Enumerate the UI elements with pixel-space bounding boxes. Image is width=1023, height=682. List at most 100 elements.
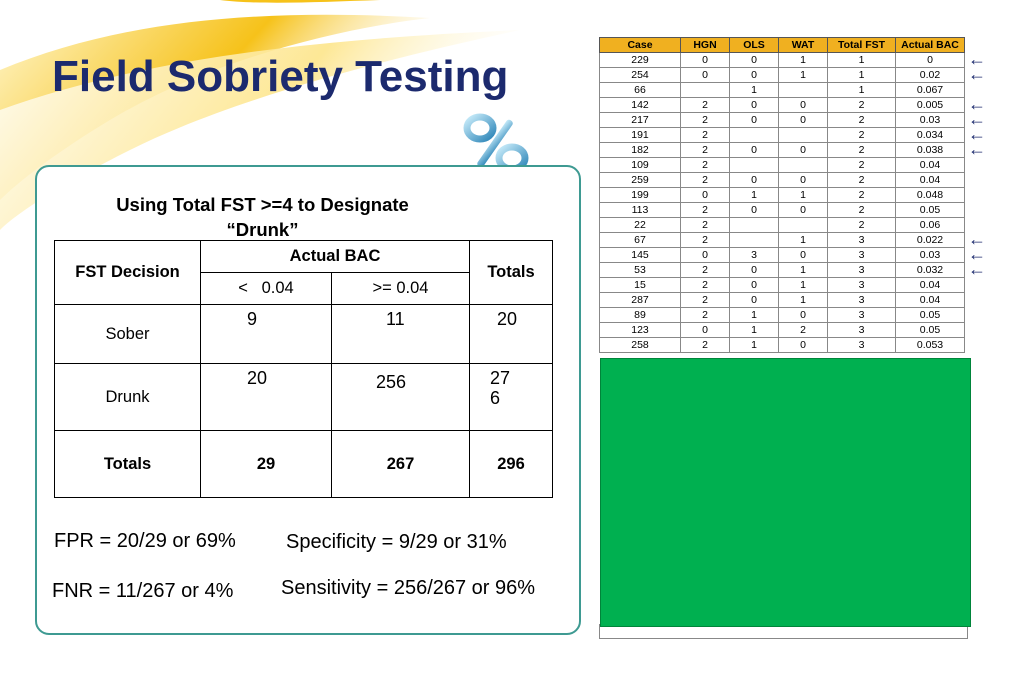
grid-cell [778,127,828,143]
grid-cell: 113 [599,202,681,218]
grid-cell: 0.05 [895,202,965,218]
grid-row: 191 2 2 0.034 [599,127,965,143]
grid-cell: 0.03 [895,112,965,128]
grid-row: 254 0 0 1 1 0.02 [599,67,965,83]
grid-cell: 2 [680,157,730,173]
grid-cell: 0 [778,97,828,113]
grid-cell: 89 [599,307,681,323]
grid-cell: 1 [778,292,828,308]
grid-cell: 2 [827,172,896,188]
grid-cell: 1 [729,337,779,353]
grid-row: 217 2 0 0 2 0.03 [599,112,965,128]
grid-cell: 0.03 [895,247,965,263]
grid-cell: 2 [778,322,828,338]
grid-cell: 0.05 [895,322,965,338]
grid-cell: 2 [680,262,730,278]
grid-cell: 1 [778,67,828,83]
grid-cell: 0 [778,307,828,323]
cell-totals-total: 296 [469,430,553,498]
grid-cell: 1 [827,52,896,68]
left-arrow-icon: ← [968,64,986,84]
grid-cell: 3 [827,322,896,338]
fpr-formula: FPR = 20/29 or 69% [54,530,236,552]
grid-cell: 0.032 [895,262,965,278]
grid-cell: 0.04 [895,292,965,308]
grid-cell: 217 [599,112,681,128]
grid-cell: 1 [778,52,828,68]
grid-cell: 3 [827,292,896,308]
grid-cell: 2 [680,127,730,143]
grid-cell: 0 [729,97,779,113]
grid-cell: 0 [729,202,779,218]
grid-cell: 0 [729,142,779,158]
cell-drunk-total-line1: 27 [490,368,511,388]
grid-cell: 2 [827,202,896,218]
grid-cell: 3 [827,262,896,278]
grid-cell [778,217,828,233]
grid-cell: 109 [599,157,681,173]
row-label-totals: Totals [54,430,201,498]
grid-cell: 0.048 [895,187,965,203]
grid-row: 89 2 1 0 3 0.05 [599,307,965,323]
grid-cell [729,217,779,233]
grid-cell: 2 [680,292,730,308]
grid-cell: 0 [895,52,965,68]
cell-totals-ge: 267 [331,430,470,498]
grid-cell: 0 [729,67,779,83]
grid-cell: 3 [827,277,896,293]
specificity-formula: Specificity = 9/29 or 31% [286,531,507,553]
grid-cell: 0 [729,277,779,293]
grid-cell: 3 [729,247,779,263]
grid-cell: 22 [599,217,681,233]
grid-cell: 182 [599,142,681,158]
header-fst-decision: FST Decision [54,240,201,305]
cell-drunk-lt: 20 [200,363,332,431]
grid-cell: 0 [680,52,730,68]
grid-cell: 2 [680,142,730,158]
grid-row: 67 2 1 3 0.022 [599,232,965,248]
case-data-grid: Case HGN OLS WAT Total FST Actual BAC 22… [599,37,965,353]
grid-cell: 0 [778,172,828,188]
grid-cell: 1 [729,322,779,338]
row-label-sober: Sober [54,304,201,364]
left-arrow-icon: ← [968,244,986,264]
grid-row: 182 2 0 0 2 0.038 [599,142,965,158]
grid-cell: 2 [680,307,730,323]
grid-cell: 0.02 [895,67,965,83]
grid-cell: 53 [599,262,681,278]
grid-cell: 1 [729,307,779,323]
grid-row: 66 1 1 0.067 [599,82,965,98]
row-label-drunk: Drunk [54,363,201,431]
grid-cell: 0 [729,172,779,188]
grid-cell: 1 [827,67,896,83]
decorative-swoosh [0,0,520,230]
grid-cell: 0 [729,292,779,308]
grid-row: 259 2 0 0 2 0.04 [599,172,965,188]
grid-header-hgn: HGN [680,37,730,53]
grid-cell: 3 [827,307,896,323]
grid-cell: 67 [599,232,681,248]
grid-cell: 2 [680,172,730,188]
grid-cell: 0.038 [895,142,965,158]
grid-row: 258 2 1 0 3 0.053 [599,337,965,353]
grid-cell [729,127,779,143]
grid-cell: 145 [599,247,681,263]
header-actual-bac: Actual BAC [200,240,470,273]
grid-row: 145 0 3 0 3 0.03 [599,247,965,263]
cell-sober-lt: 9 [200,304,332,364]
grid-cell: 0 [778,247,828,263]
grid-row: 53 2 0 1 3 0.032 [599,262,965,278]
grid-cell: 0 [729,112,779,128]
grid-row: 199 0 1 1 2 0.048 [599,187,965,203]
table-heading-line1: Using Total FST >=4 to Designate [116,194,409,215]
grid-cell: 2 [827,187,896,203]
grid-tail-row [599,624,968,639]
grid-cell: 0 [778,337,828,353]
grid-cell: 0.05 [895,307,965,323]
grid-cell [778,82,828,98]
left-arrow-icon: ← [968,124,986,144]
grid-header-actual-bac: Actual BAC [895,37,965,53]
grid-cell: 258 [599,337,681,353]
grid-cell: 0 [680,187,730,203]
grid-cell: 0.04 [895,157,965,173]
